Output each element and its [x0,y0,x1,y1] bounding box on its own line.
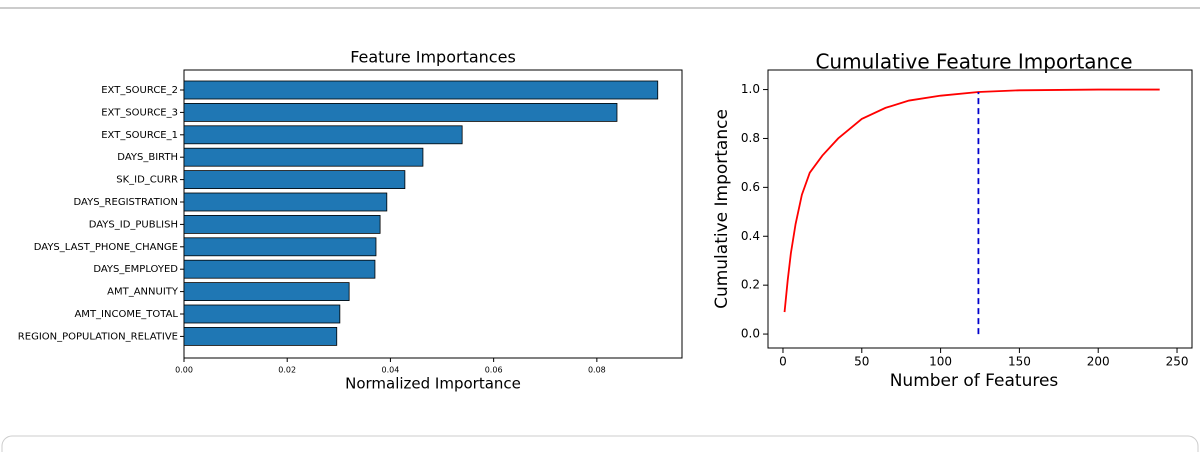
bar [183,147,424,167]
y-tick-label: EXT_SOURCE_3 [101,107,178,118]
x-tick-label: 0.02 [278,366,296,375]
bar [183,259,376,279]
x-tick-label: 250 [1166,355,1189,369]
y-tick-label: 0.6 [741,180,760,194]
y-tick-label: DAYS_REGISTRATION [74,197,178,208]
x-tick-label: 0 [779,355,787,369]
bar [183,125,463,145]
y-tick-label: EXT_SOURCE_2 [101,85,178,96]
y-tick-label: DAYS_ID_PUBLISH [89,219,178,230]
y-tick-label: 0.4 [741,229,760,243]
y-axis-label: Cumulative Importance [712,109,732,309]
y-tick-label: REGION_POPULATION_RELATIVE [18,331,178,342]
x-tick-label: 200 [1087,355,1110,369]
bar [183,214,381,234]
y-tick-label: AMT_INCOME_TOTAL [74,309,178,320]
x-axis-label: Number of Features [890,371,1059,391]
y-tick-label: 0.8 [741,131,760,145]
y-tick-label: AMT_ANNUITY [107,287,179,298]
line [783,88,1160,313]
y-tick-label: DAYS_BIRTH [117,152,178,163]
bar [183,282,350,302]
x-tick-label: 0.08 [588,366,606,375]
y-tick-label: 1.0 [741,82,760,96]
y-tick-label: EXT_SOURCE_1 [101,130,178,141]
bar [183,326,338,346]
y-tick-label: SK_ID_CURR [116,175,178,186]
x-tick-label: 150 [1008,355,1031,369]
x-tick-label: 50 [854,355,869,369]
x-tick-label: 0.06 [485,366,503,375]
bar [183,170,406,190]
bar [183,80,659,100]
plot-frame [183,69,683,359]
x-tick-label: 0.00 [175,366,193,375]
y-tick-label: 0.2 [741,278,760,292]
bar [183,192,388,212]
y-tick-label: 0.0 [741,327,760,341]
bar [183,237,377,257]
y-tick-label: DAYS_LAST_PHONE_CHANGE [34,242,178,253]
x-tick-label: 100 [929,355,952,369]
x-axis-label: Normalized Importance [345,375,521,393]
y-tick-label: DAYS_EMPLOYED [93,264,178,275]
bottom-card [1,435,1199,452]
plot-frame [767,69,1193,349]
chart-title: Feature Importances [350,48,516,67]
bar [183,304,341,324]
x-tick-label: 0.04 [382,366,400,375]
bar [183,103,618,122]
